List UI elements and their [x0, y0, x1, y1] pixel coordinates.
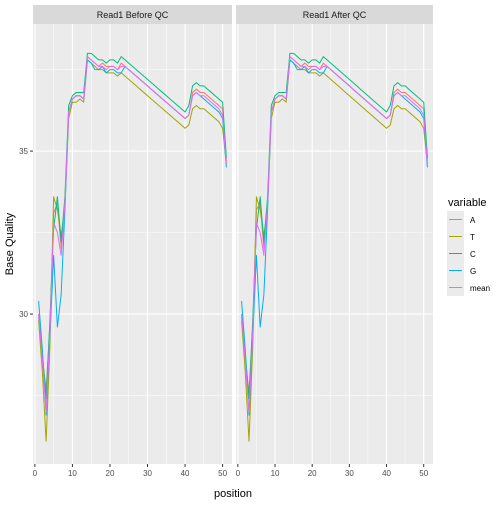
legend-label-A: A	[470, 216, 476, 225]
series-line-C	[38, 52, 227, 400]
series-line-C	[241, 52, 428, 400]
y-tick-label: 30	[19, 310, 28, 319]
x-tick-label: 0	[33, 469, 38, 478]
x-axis-before-qc: 0 10 20 30 40 50	[33, 464, 228, 478]
x-tick-label: 10	[271, 469, 280, 478]
panel-background-before-qc	[33, 24, 232, 464]
legend-label-T: T	[470, 233, 475, 242]
series-line-mean	[241, 56, 428, 413]
x-axis-title: position	[214, 488, 252, 500]
y-axis: 30 35	[19, 147, 33, 319]
series-line-T	[38, 59, 227, 442]
legend-label-mean: mean	[470, 284, 490, 293]
series-after-qc	[241, 52, 428, 442]
strip-label-after-qc: Read1 After QC	[303, 10, 367, 20]
grid-before-qc	[33, 24, 232, 464]
series-before-qc	[38, 52, 227, 442]
legend-label-C: C	[470, 250, 476, 259]
x-tick-label: 30	[345, 469, 354, 478]
legend-label-G: G	[470, 267, 476, 276]
y-tick-label: 35	[19, 147, 28, 156]
x-tick-label: 10	[68, 469, 77, 478]
series-line-mean	[38, 56, 227, 413]
y-axis-title: Base Quality	[4, 212, 16, 275]
legend-title: variable	[448, 197, 487, 209]
panel-after-qc: Read1 After QC 0 10 20 30 40 50	[236, 5, 433, 478]
panel-before-qc: Read1 Before QC 0 10 20 30 40 50	[33, 5, 232, 478]
x-tick-label: 30	[143, 469, 152, 478]
series-line-T	[241, 59, 428, 442]
x-axis-after-qc: 0 10 20 30 40 50	[236, 464, 429, 478]
strip-label-before-qc: Read1 Before QC	[97, 10, 169, 20]
grid-after-qc	[236, 24, 433, 464]
strip-after-qc	[236, 5, 433, 24]
x-tick-label: 0	[236, 469, 241, 478]
x-tick-label: 20	[106, 469, 115, 478]
x-tick-label: 40	[181, 469, 190, 478]
strip-before-qc	[33, 5, 232, 24]
x-tick-label: 50	[419, 469, 428, 478]
x-tick-label: 20	[308, 469, 317, 478]
panel-background-after-qc	[236, 24, 433, 464]
x-tick-label: 40	[382, 469, 391, 478]
x-tick-label: 50	[218, 469, 227, 478]
